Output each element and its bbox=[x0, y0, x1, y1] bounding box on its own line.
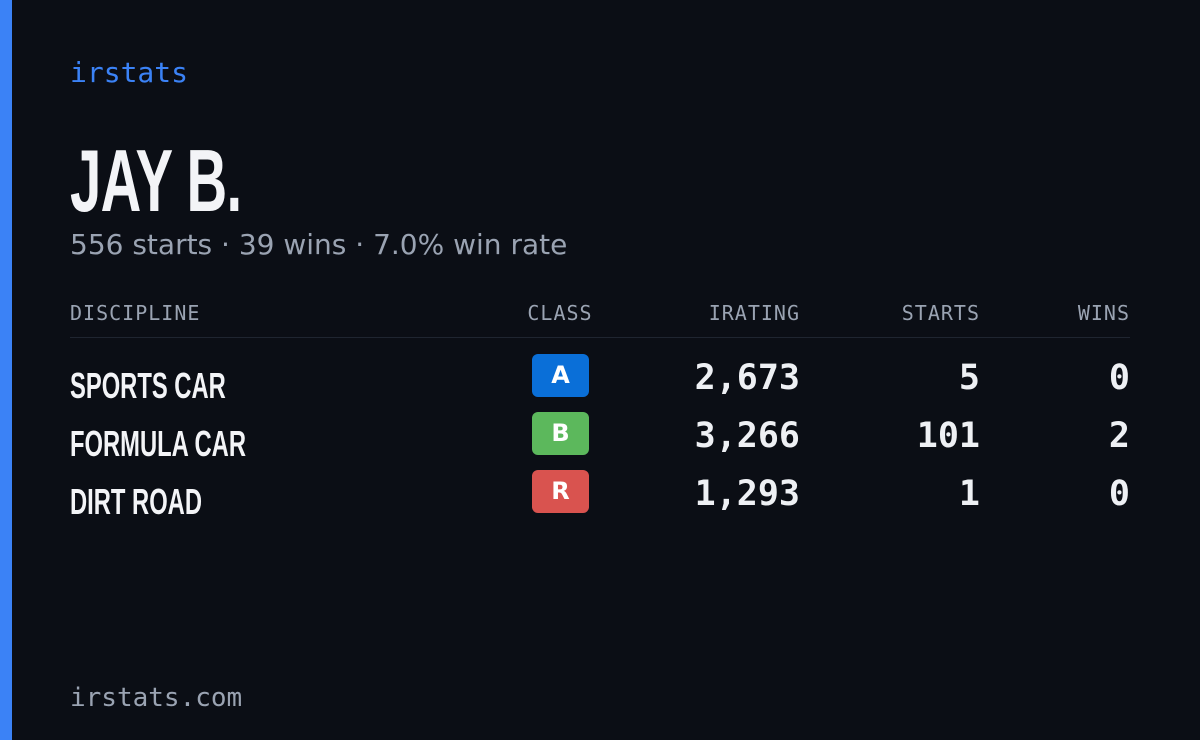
column-header: STARTS bbox=[901, 301, 980, 325]
starts: 101 bbox=[916, 416, 980, 456]
divider bbox=[70, 337, 1130, 338]
wins: 2 bbox=[1108, 416, 1130, 456]
starts: 5 bbox=[958, 358, 980, 398]
discipline: FORMULA CAR bbox=[70, 423, 246, 464]
irating: 1,293 bbox=[694, 474, 800, 514]
class-badge: R bbox=[532, 470, 589, 513]
discipline: DIRT ROAD bbox=[70, 481, 202, 522]
discipline: SPORTS CAR bbox=[70, 365, 226, 406]
class-badge: B bbox=[532, 412, 589, 455]
column-header: WINS bbox=[1077, 301, 1130, 325]
driver-name: JAY B. bbox=[70, 131, 242, 230]
column-header: DISCIPLINE bbox=[70, 301, 201, 325]
footer-url: irstats.com bbox=[70, 683, 243, 713]
brand: irstats bbox=[70, 56, 189, 89]
wins: 0 bbox=[1108, 358, 1130, 398]
accent-bar bbox=[0, 0, 12, 740]
starts: 1 bbox=[958, 474, 980, 514]
irating: 3,266 bbox=[694, 416, 800, 456]
class-badge: A bbox=[532, 354, 589, 397]
irating: 2,673 bbox=[694, 358, 800, 398]
column-header: CLASS bbox=[527, 301, 593, 325]
wins: 0 bbox=[1108, 474, 1130, 514]
column-header: IRATING bbox=[708, 301, 800, 325]
summary: 556 starts · 39 wins · 7.0% win rate bbox=[70, 228, 568, 261]
